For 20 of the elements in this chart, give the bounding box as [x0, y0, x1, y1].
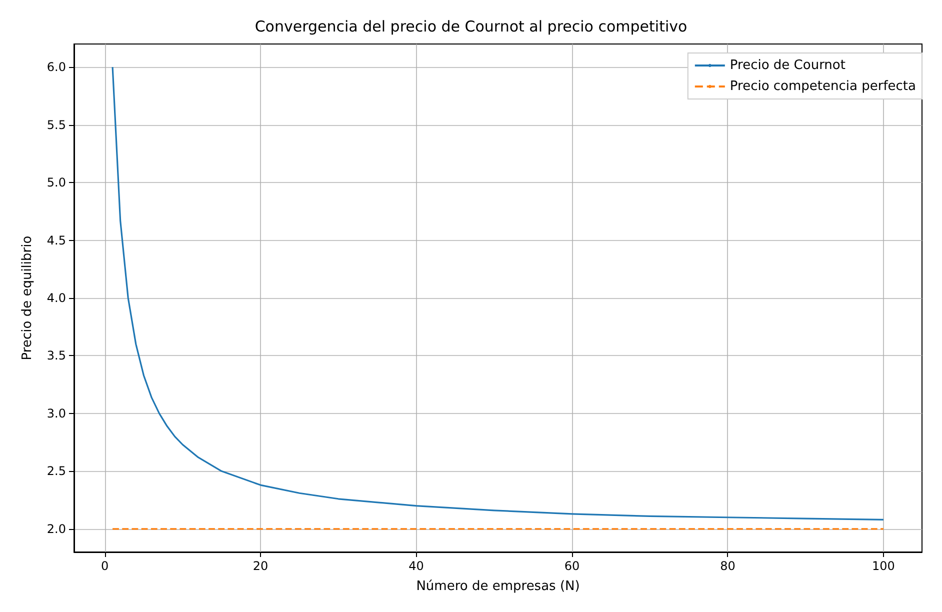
y-tick-label: 5.0	[46, 176, 66, 190]
x-axis-title: Número de empresas (N)	[416, 579, 580, 594]
x-tick-label: 80	[720, 559, 736, 573]
x-tick-label: 0	[100, 559, 109, 573]
y-tick-label: 6.0	[46, 60, 66, 74]
y-tick-label: 4.5	[46, 233, 66, 248]
y-tick-label: 3.0	[46, 406, 66, 420]
chart-title: Convergencia del precio de Cournot al precio competitivo	[254, 18, 688, 36]
x-tick-label: 40	[408, 559, 424, 573]
y-tick-label: 3.5	[46, 348, 66, 363]
x-tick-label: 20	[252, 559, 268, 573]
legend-label: Precio competencia perfecta	[730, 79, 916, 94]
y-tick-label: 2.0	[46, 522, 66, 536]
y-tick-label: 2.5	[46, 464, 66, 478]
y-tick-label: 4.0	[46, 291, 66, 305]
x-tick-label: 60	[564, 559, 580, 573]
x-tick-label: 100	[872, 559, 895, 573]
y-tick-label: 5.5	[46, 118, 66, 132]
y-axis-title: Precio de equilibrio	[20, 236, 35, 360]
legend-label: Precio de Cournot	[730, 58, 846, 73]
